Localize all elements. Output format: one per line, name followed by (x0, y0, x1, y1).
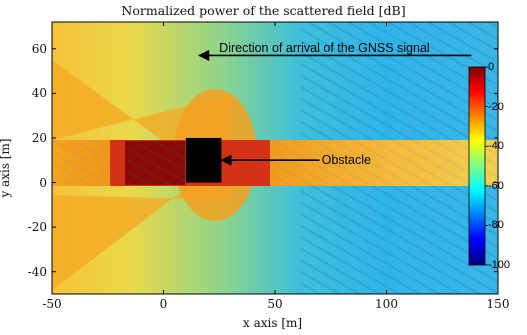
y-tick-label: -40 (27, 264, 47, 279)
colorbar-tick-label: -20 (488, 100, 504, 113)
y-tick-label: 40 (31, 86, 47, 101)
y-tick-label: 60 (31, 41, 47, 56)
x-tick-label: -50 (42, 297, 62, 311)
y-tick-label: 20 (31, 130, 47, 145)
colorbar-tick-label: -80 (488, 219, 504, 232)
x-tick-label: 50 (267, 297, 283, 311)
obstacle-annotation: Obstacle (321, 153, 371, 168)
obstacle-block (185, 137, 222, 183)
heatmap-field (52, 22, 498, 294)
x-tick-label: 0 (159, 297, 168, 311)
colorbar-tick-label: -60 (488, 179, 504, 192)
x-tick-label: 100 (375, 297, 398, 311)
chart-title: Normalized power of the scattered field … (121, 3, 406, 18)
colorbar-tick-label: 0 (488, 61, 495, 73)
colorbar (468, 66, 486, 266)
colorbar-tick-label: -100 (488, 259, 511, 271)
y-tick-label: -20 (27, 220, 47, 235)
colorbar-tick-label: -40 (488, 140, 504, 153)
x-axis-label: x axis [m] (243, 316, 303, 330)
signal-direction-annotation: Direction of arrival of the GNSS signal (219, 41, 430, 56)
x-tick-label: 150 (486, 297, 510, 311)
y-tick-label: 0 (39, 175, 47, 190)
y-axis-label: y axis [m] (0, 138, 12, 197)
